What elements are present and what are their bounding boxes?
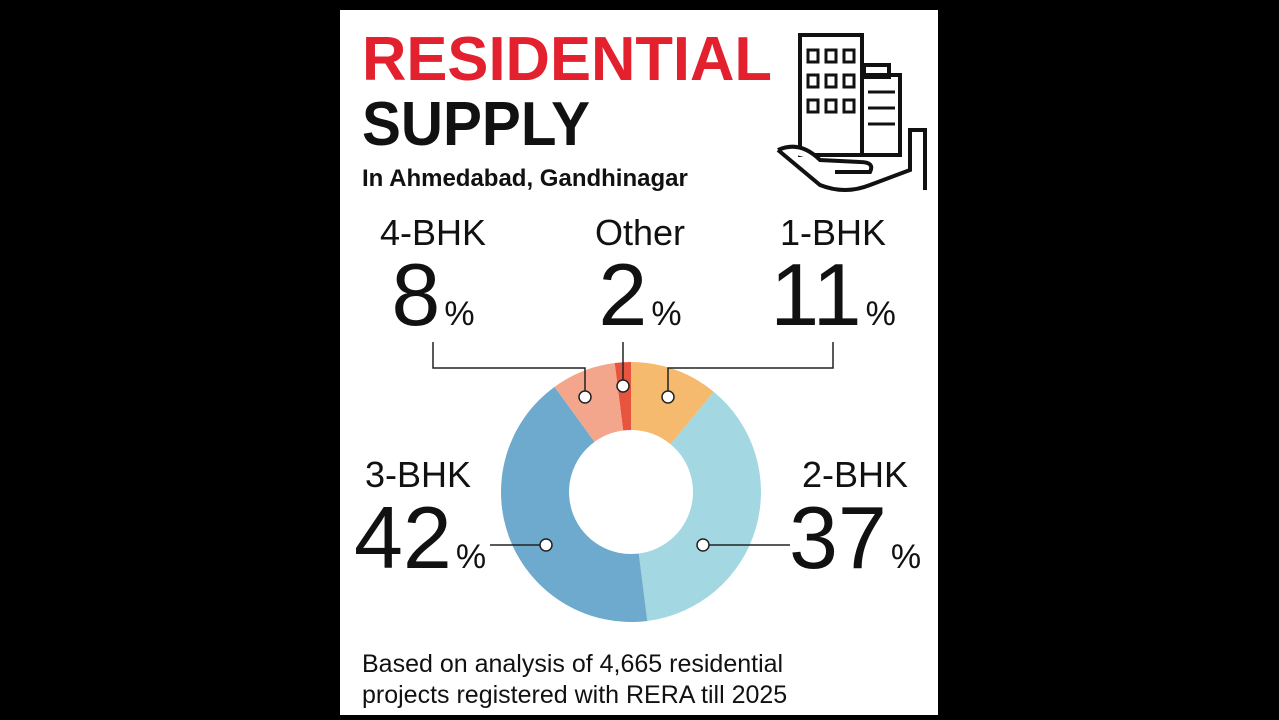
category-label: 2-BHK	[802, 454, 908, 495]
value-label: 2%	[598, 245, 681, 344]
donut-slice	[638, 391, 761, 621]
note: Based on analysis of 4,665 residential	[362, 650, 783, 678]
donut-slice	[500, 386, 648, 622]
donut-slice	[614, 362, 631, 431]
value-number: 2	[598, 245, 647, 344]
value-unit: %	[444, 295, 474, 333]
value-unit: %	[866, 295, 896, 333]
value-unit: %	[456, 538, 486, 576]
leader-line	[667, 342, 834, 397]
leader-dot	[661, 390, 675, 404]
value-label: 8%	[391, 245, 474, 344]
value-number: 42	[354, 488, 452, 587]
value-number: 37	[789, 488, 887, 587]
value-label: 37%	[789, 488, 921, 587]
donut-slice	[631, 362, 714, 445]
leader-dot	[578, 390, 592, 404]
category-label: 4-BHK	[380, 212, 486, 253]
chart-title: SUPPLY	[362, 90, 590, 159]
chart-title: RESIDENTIAL	[362, 25, 772, 94]
building-icon	[776, 33, 927, 192]
category-label: Other	[595, 212, 685, 253]
value-number: 11	[770, 245, 861, 344]
value-unit: %	[891, 538, 921, 576]
leader-line	[432, 342, 586, 397]
category-label: 3-BHK	[365, 454, 471, 495]
leader-dot	[616, 379, 630, 393]
chart-subtitle: In Ahmedabad, Gandhinagar	[362, 165, 688, 192]
value-unit: %	[651, 295, 681, 333]
value-label: 11%	[770, 245, 896, 344]
category-label: 1-BHK	[780, 212, 886, 253]
leader-dot	[539, 538, 553, 552]
value-number: 8	[391, 245, 440, 344]
value-label: 42%	[354, 488, 486, 587]
note: projects registered with RERA till 2025	[362, 681, 787, 709]
leader-dot	[696, 538, 710, 552]
